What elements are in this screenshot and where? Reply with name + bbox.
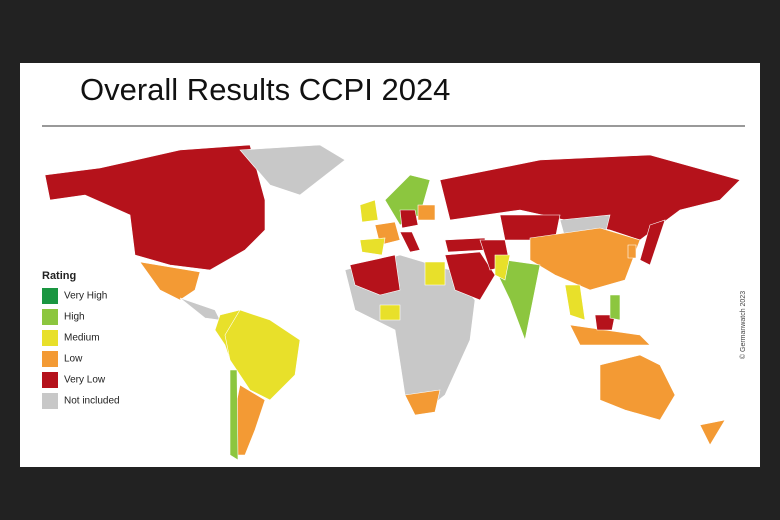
region (627, 244, 637, 259)
legend-label: Very High (64, 291, 107, 302)
region (609, 294, 621, 321)
region (424, 261, 446, 286)
legend-label: High (64, 312, 85, 323)
region (224, 309, 301, 401)
region (569, 324, 651, 346)
region (599, 354, 676, 421)
legend-title: Rating (42, 270, 76, 282)
region (564, 284, 586, 321)
region (359, 199, 379, 223)
legend: Very High High Medium Low Very Low Not includ… (42, 288, 120, 409)
credit: © Germanwatch 2023 (739, 291, 747, 359)
legend-label: Not included (64, 396, 120, 407)
legend-swatch (42, 288, 58, 304)
region (379, 304, 401, 321)
region (359, 237, 386, 256)
legend-swatch (42, 330, 58, 346)
region (594, 314, 616, 331)
title: Overall Results CCPI 2024 (80, 72, 450, 107)
legend-swatch (42, 372, 58, 388)
region (639, 219, 666, 266)
region (417, 204, 436, 221)
region (699, 419, 726, 446)
legend-label: Very Low (64, 375, 106, 386)
region (439, 154, 741, 241)
world-map (44, 144, 741, 461)
region (229, 369, 239, 461)
legend-swatch (42, 393, 58, 409)
region (349, 254, 401, 296)
region (444, 251, 496, 301)
region (239, 144, 346, 196)
region (494, 254, 511, 281)
region (404, 389, 441, 416)
legend-label: Medium (64, 333, 100, 344)
region (444, 237, 486, 253)
legend-label: Low (64, 354, 83, 365)
region (399, 209, 419, 229)
region (44, 144, 266, 271)
legend-swatch (42, 351, 58, 367)
region (529, 227, 641, 291)
region (139, 261, 201, 301)
legend-swatch (42, 309, 58, 325)
region (399, 231, 421, 253)
